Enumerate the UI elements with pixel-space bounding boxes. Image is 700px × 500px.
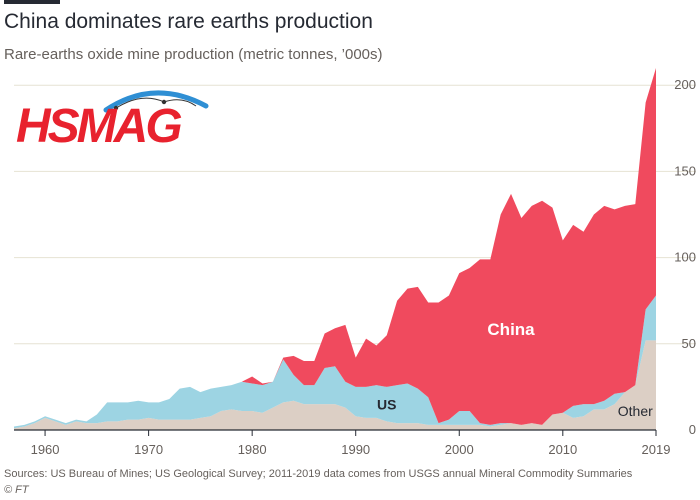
chart-subtitle: Rare-earths oxide mine production (metri… xyxy=(4,46,383,63)
hsmag-logo: HSMAG xyxy=(16,90,209,150)
x-tick-label: 1970 xyxy=(134,442,163,457)
y-tick-label: 100 xyxy=(674,250,696,265)
x-tick-label: 1960 xyxy=(31,442,60,457)
stacked-areas xyxy=(14,68,656,430)
y-tick-label: 0 xyxy=(689,422,696,437)
x-tick-label: 1980 xyxy=(238,442,267,457)
label-other: Other xyxy=(618,403,653,419)
top-rule xyxy=(4,0,60,4)
series-labels: China US Other xyxy=(377,320,653,419)
chart-title: China dominates rare earths production xyxy=(4,10,373,33)
axes: 0 50 100 150 200 1960 1970 1980 1990 2000 2010 2019 xyxy=(14,77,696,457)
logo-text: HSMAG xyxy=(16,100,181,150)
area-other xyxy=(14,340,656,430)
x-tick-label: 2019 xyxy=(642,442,671,457)
y-tick-label: 50 xyxy=(682,336,696,351)
x-tick-label: 1990 xyxy=(341,442,370,457)
y-tick-label: 150 xyxy=(674,163,696,178)
x-tick-label: 2000 xyxy=(445,442,474,457)
area-us xyxy=(14,295,656,429)
area-china xyxy=(14,68,656,427)
label-china: China xyxy=(487,320,535,339)
ft-credit: © FT xyxy=(4,484,29,496)
label-us: US xyxy=(377,396,396,412)
y-tick-label: 200 xyxy=(674,77,696,92)
x-tick-label: 2010 xyxy=(548,442,577,457)
source-note: Sources: US Bureau of Mines; US Geologic… xyxy=(4,468,633,480)
